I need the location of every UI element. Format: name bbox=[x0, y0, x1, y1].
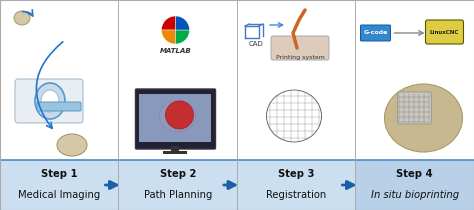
Bar bbox=[139, 94, 211, 142]
Text: Step 4: Step 4 bbox=[396, 169, 433, 179]
Text: MATLAB: MATLAB bbox=[160, 48, 191, 54]
FancyBboxPatch shape bbox=[361, 25, 391, 41]
Bar bbox=[237, 160, 356, 210]
Bar bbox=[356, 0, 474, 160]
Wedge shape bbox=[175, 30, 190, 44]
Text: CAD: CAD bbox=[249, 41, 264, 47]
Text: Printing system: Printing system bbox=[275, 55, 324, 60]
Text: Step 3: Step 3 bbox=[278, 169, 314, 179]
Ellipse shape bbox=[165, 101, 193, 129]
FancyBboxPatch shape bbox=[136, 89, 216, 149]
Ellipse shape bbox=[35, 83, 65, 119]
Ellipse shape bbox=[14, 11, 30, 25]
Wedge shape bbox=[162, 16, 175, 30]
FancyBboxPatch shape bbox=[37, 102, 81, 111]
Text: Medical Imaging: Medical Imaging bbox=[18, 190, 100, 200]
Wedge shape bbox=[162, 30, 175, 44]
Bar bbox=[0, 160, 118, 210]
Bar bbox=[172, 146, 180, 153]
FancyBboxPatch shape bbox=[398, 92, 431, 124]
Ellipse shape bbox=[57, 134, 87, 156]
FancyBboxPatch shape bbox=[15, 79, 83, 123]
Bar bbox=[118, 0, 237, 160]
Text: Step 1: Step 1 bbox=[41, 169, 78, 179]
Bar bbox=[118, 160, 237, 210]
Text: In situ bioprinting: In situ bioprinting bbox=[371, 190, 459, 200]
FancyBboxPatch shape bbox=[271, 36, 329, 60]
Ellipse shape bbox=[41, 90, 59, 112]
Text: Step 2: Step 2 bbox=[160, 169, 196, 179]
Text: LinuxCNC: LinuxCNC bbox=[430, 29, 459, 34]
Bar bbox=[237, 0, 356, 160]
Bar bbox=[0, 0, 118, 160]
FancyBboxPatch shape bbox=[426, 20, 464, 44]
Bar bbox=[356, 160, 474, 210]
Wedge shape bbox=[175, 16, 190, 30]
Bar bbox=[164, 151, 188, 154]
Text: Path Planning: Path Planning bbox=[144, 190, 212, 200]
Ellipse shape bbox=[159, 100, 195, 132]
Text: G-code: G-code bbox=[363, 30, 388, 35]
Text: Registration: Registration bbox=[266, 190, 327, 200]
Ellipse shape bbox=[384, 84, 463, 152]
